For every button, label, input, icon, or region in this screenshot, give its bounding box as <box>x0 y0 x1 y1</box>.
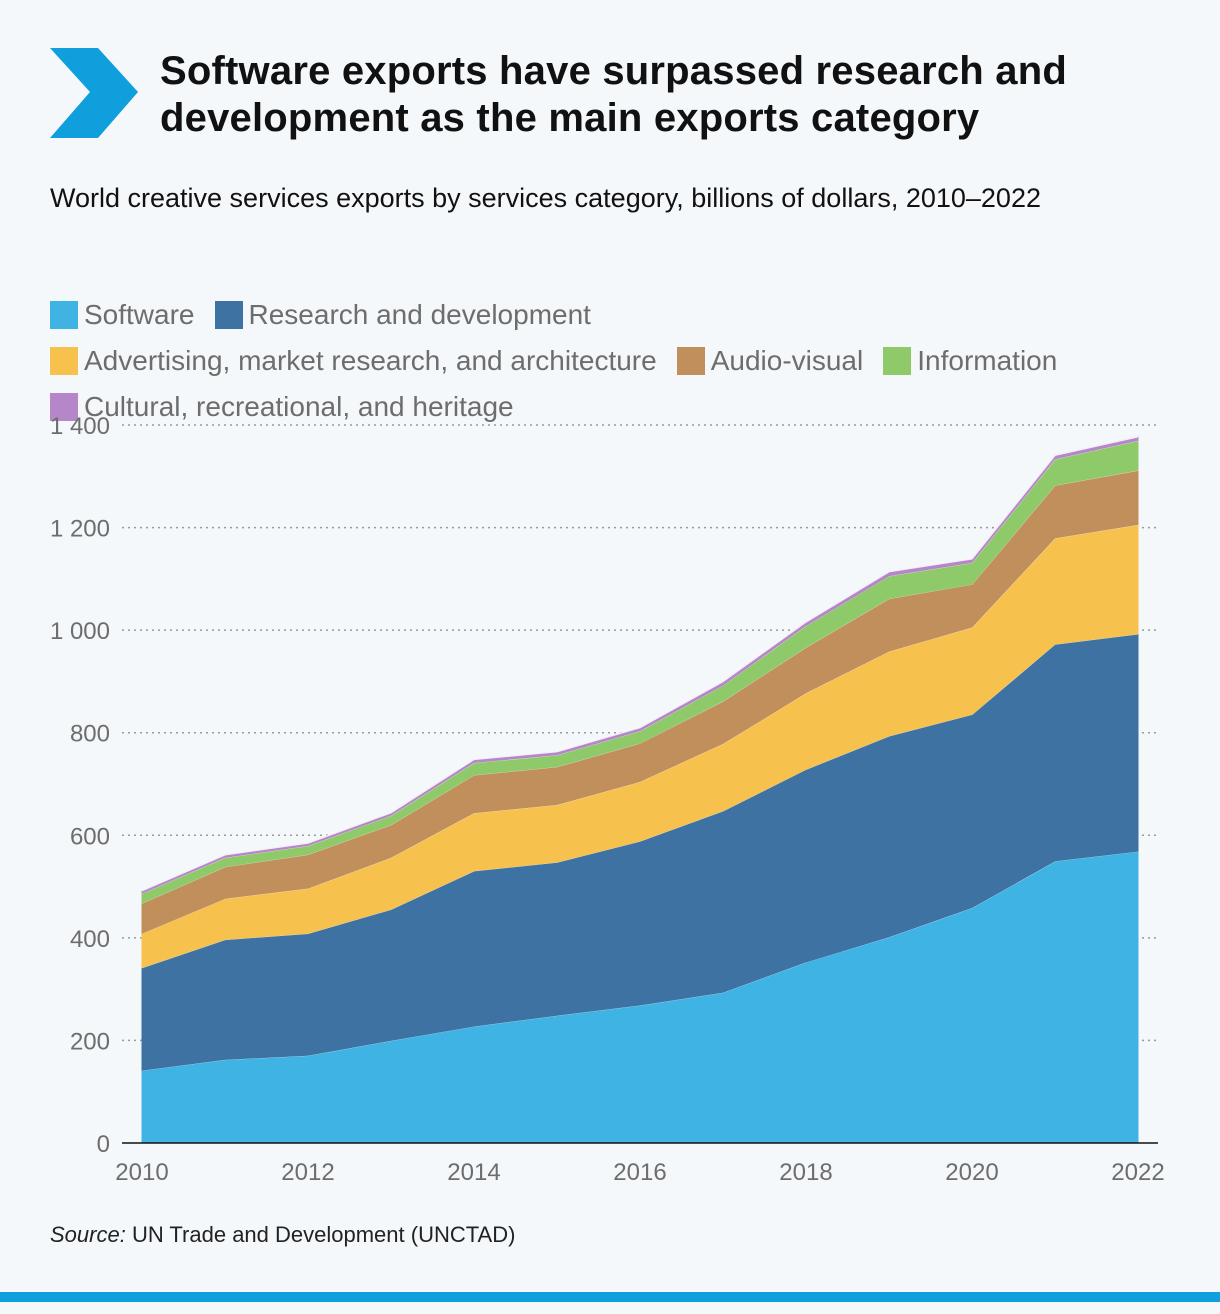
x-tick-label: 2014 <box>447 1159 500 1186</box>
legend-swatch <box>676 347 705 375</box>
legend-swatch <box>214 301 243 329</box>
chart-subtitle: World creative services exports by servi… <box>50 183 1041 213</box>
x-tick-label: 2020 <box>945 1159 998 1186</box>
x-tick-label: 2010 <box>115 1159 168 1186</box>
stacked-area-chart: 0 200 400 600 800 1 000 1 200 1 400 2010 2012 2014… <box>50 413 1165 1186</box>
legend-swatch <box>883 347 912 375</box>
y-tick-label: 1 000 <box>50 618 110 645</box>
chart-legend: Software Research and development Advertis… <box>50 298 1180 424</box>
legend-swatch <box>50 393 78 421</box>
legend-item: Cultural, recreational, and heritage <box>50 390 514 424</box>
legend-label: Cultural, recreational, and heritage <box>84 391 514 422</box>
legend-item: Information <box>883 344 1057 378</box>
legend-swatch <box>50 301 78 329</box>
y-tick-label: 200 <box>70 1028 110 1055</box>
y-tick-label: 400 <box>70 926 110 953</box>
y-tick-label: 1 400 <box>50 413 110 440</box>
x-tick-label: 2016 <box>613 1159 666 1186</box>
y-tick-label: 0 <box>97 1131 110 1158</box>
y-tick-label: 1 200 <box>50 516 110 543</box>
x-tick-label: 2012 <box>281 1159 334 1186</box>
x-tick-label: 2022 <box>1111 1159 1164 1186</box>
legend-item: Software <box>50 298 195 332</box>
legend-label: Software <box>84 299 195 330</box>
legend-label: Information <box>917 345 1058 376</box>
legend-item: Audio-visual <box>676 344 864 378</box>
area-boundary <box>141 436 1139 892</box>
legend-label: Research and development <box>248 299 591 330</box>
y-tick-label: 800 <box>70 721 110 748</box>
legend-label: Audio-visual <box>710 345 864 376</box>
legend-item: Advertising, market research, and archit… <box>50 344 657 378</box>
bottom-accent-bar <box>0 1292 1220 1302</box>
y-tick-label: 600 <box>70 823 110 850</box>
legend-swatch <box>50 347 78 375</box>
legend-label: Advertising, market research, and archit… <box>84 345 657 376</box>
chart-title: Software exports have surpassed research… <box>160 49 1067 141</box>
chevron-logo-icon <box>50 48 138 138</box>
source-text: UN Trade and Development (UNCTAD) <box>125 1222 516 1247</box>
x-tick-label: 2018 <box>779 1159 832 1186</box>
legend-item: Research and development <box>214 298 591 332</box>
source-label: Source: <box>50 1222 126 1247</box>
source-note: Source: UN Trade and Development (UNCTAD… <box>50 1222 515 1248</box>
